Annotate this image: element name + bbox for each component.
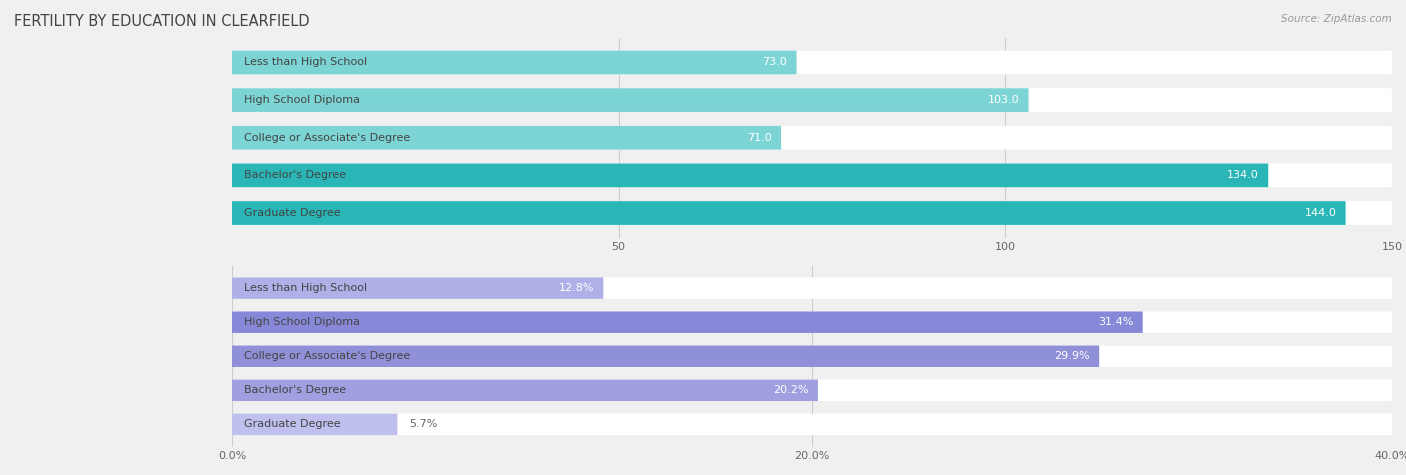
Text: Less than High School: Less than High School bbox=[243, 57, 367, 67]
FancyBboxPatch shape bbox=[232, 201, 1392, 225]
FancyBboxPatch shape bbox=[232, 312, 1392, 333]
FancyBboxPatch shape bbox=[232, 414, 398, 435]
Text: College or Associate's Degree: College or Associate's Degree bbox=[243, 351, 409, 361]
FancyBboxPatch shape bbox=[232, 163, 1268, 187]
FancyBboxPatch shape bbox=[232, 380, 818, 401]
Text: Graduate Degree: Graduate Degree bbox=[243, 208, 340, 218]
FancyBboxPatch shape bbox=[232, 51, 797, 74]
FancyBboxPatch shape bbox=[232, 345, 1099, 367]
FancyBboxPatch shape bbox=[232, 51, 1392, 74]
FancyBboxPatch shape bbox=[232, 312, 1143, 333]
FancyBboxPatch shape bbox=[232, 163, 1392, 187]
FancyBboxPatch shape bbox=[232, 414, 1392, 435]
Text: 103.0: 103.0 bbox=[987, 95, 1019, 105]
Text: Source: ZipAtlas.com: Source: ZipAtlas.com bbox=[1281, 14, 1392, 24]
Text: Graduate Degree: Graduate Degree bbox=[243, 419, 340, 429]
Text: 20.2%: 20.2% bbox=[773, 385, 808, 395]
FancyBboxPatch shape bbox=[232, 380, 1392, 401]
FancyBboxPatch shape bbox=[232, 277, 603, 299]
Text: Bachelor's Degree: Bachelor's Degree bbox=[243, 171, 346, 180]
FancyBboxPatch shape bbox=[232, 126, 782, 150]
Text: 29.9%: 29.9% bbox=[1054, 351, 1090, 361]
Text: 71.0: 71.0 bbox=[747, 133, 772, 143]
FancyBboxPatch shape bbox=[232, 88, 1392, 112]
Text: FERTILITY BY EDUCATION IN CLEARFIELD: FERTILITY BY EDUCATION IN CLEARFIELD bbox=[14, 14, 309, 29]
FancyBboxPatch shape bbox=[232, 88, 1029, 112]
Text: 134.0: 134.0 bbox=[1227, 171, 1258, 180]
FancyBboxPatch shape bbox=[232, 277, 1392, 299]
Text: High School Diploma: High School Diploma bbox=[243, 95, 360, 105]
FancyBboxPatch shape bbox=[232, 126, 1392, 150]
Text: Less than High School: Less than High School bbox=[243, 283, 367, 293]
Text: 5.7%: 5.7% bbox=[409, 419, 437, 429]
Text: College or Associate's Degree: College or Associate's Degree bbox=[243, 133, 409, 143]
Text: Bachelor's Degree: Bachelor's Degree bbox=[243, 385, 346, 395]
Text: 144.0: 144.0 bbox=[1305, 208, 1336, 218]
Text: 73.0: 73.0 bbox=[762, 57, 787, 67]
Text: 31.4%: 31.4% bbox=[1098, 317, 1133, 327]
Text: High School Diploma: High School Diploma bbox=[243, 317, 360, 327]
FancyBboxPatch shape bbox=[232, 201, 1346, 225]
FancyBboxPatch shape bbox=[232, 345, 1392, 367]
Text: 12.8%: 12.8% bbox=[558, 283, 593, 293]
